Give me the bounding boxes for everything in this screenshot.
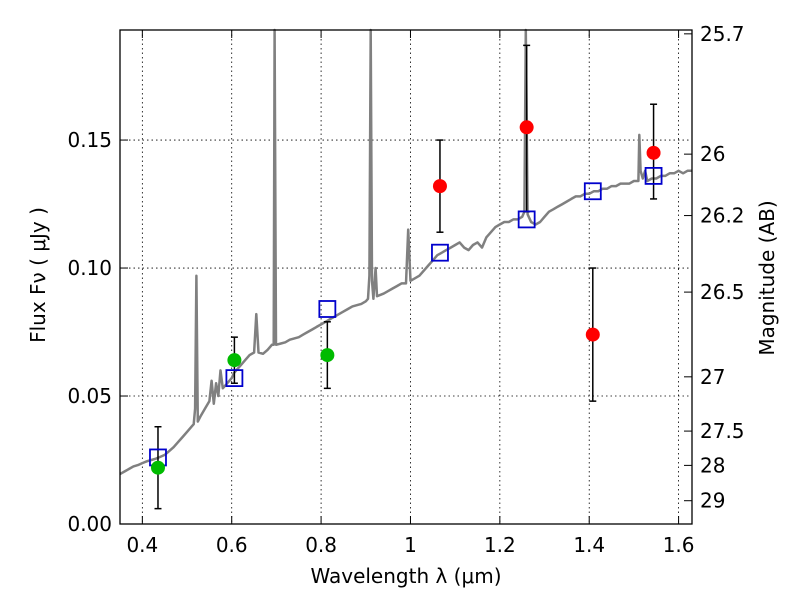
data-point	[150, 460, 165, 475]
model-photometry-square	[517, 210, 536, 229]
data-point	[432, 179, 447, 194]
y-tick-label: 0.15	[67, 128, 112, 152]
photometry-markers	[149, 120, 663, 475]
data-point	[585, 327, 600, 342]
model-photometry-square	[644, 166, 663, 185]
y2-tick-label: 27.5	[700, 419, 745, 443]
model-photometry-square	[583, 182, 602, 201]
model-photometry-square	[318, 300, 337, 318]
axis-ticks: 0.4 0.6 0.8 1 1.2 1.4 1.6 0.00 0.05 0.10 0.15 25.7 2…	[67, 22, 744, 557]
y2-axis-label: Magnitude (AB)	[755, 200, 779, 355]
y2-tick-label: 26.2	[700, 204, 745, 228]
x-axis-label: Wavelength λ (μm)	[310, 564, 501, 588]
y-axis-label: Flux Fν ( μJy )	[26, 207, 50, 343]
model-photometry-square	[431, 243, 449, 262]
data-point	[227, 353, 242, 368]
model-spectrum-line	[119, 28, 692, 476]
plot-frame	[119, 29, 693, 525]
y2-tick-label: 26.5	[700, 280, 745, 304]
y2-tick-label: 27	[700, 365, 725, 389]
data-point	[320, 348, 335, 363]
y2-tick-label: 28	[700, 453, 725, 477]
y-tick-label: 0.00	[67, 512, 112, 536]
model-photometry-square	[225, 369, 244, 388]
x-tick-label: 1.4	[573, 533, 605, 557]
x-tick-label: 1	[404, 533, 417, 557]
y2-tick-label: 25.7	[700, 22, 745, 46]
x-tick-label: 0.8	[305, 533, 337, 557]
x-tick-label: 1.6	[663, 533, 695, 557]
x-tick-label: 0.4	[126, 533, 158, 557]
y2-tick-label: 26	[700, 142, 725, 166]
y2-tick-label: 29	[700, 489, 725, 513]
x-tick-label: 1.2	[484, 533, 516, 557]
y-tick-label: 0.05	[67, 384, 112, 408]
x-tick-label: 0.6	[216, 533, 248, 557]
data-point	[646, 145, 661, 160]
y-tick-label: 0.10	[67, 256, 112, 280]
model-spectrum	[119, 28, 692, 476]
data-point	[519, 120, 534, 135]
